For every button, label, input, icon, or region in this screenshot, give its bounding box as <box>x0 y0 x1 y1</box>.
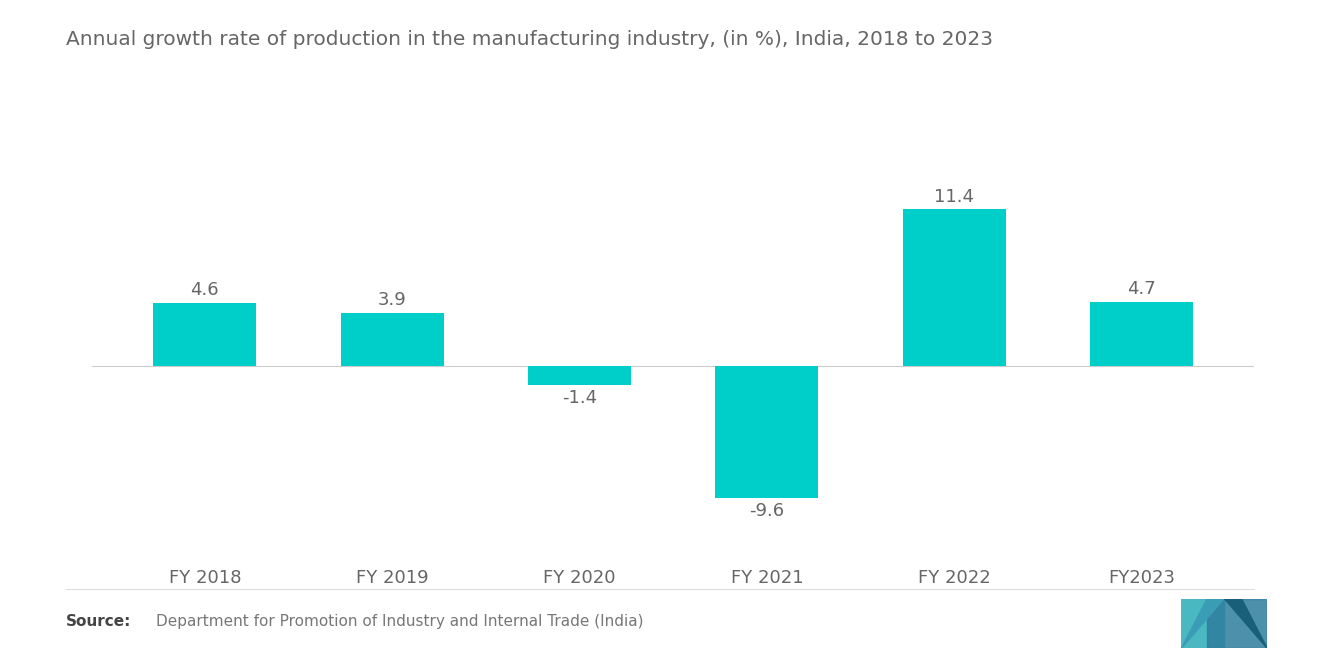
Text: -1.4: -1.4 <box>562 389 597 407</box>
Bar <box>341 313 444 366</box>
Bar <box>715 366 818 498</box>
Text: 3.9: 3.9 <box>378 291 407 309</box>
Text: -9.6: -9.6 <box>750 501 784 520</box>
Text: Annual growth rate of production in the manufacturing industry, (in %), India, 2: Annual growth rate of production in the … <box>66 30 993 49</box>
Bar <box>528 366 631 386</box>
Text: 11.4: 11.4 <box>935 188 974 206</box>
Polygon shape <box>1181 598 1225 648</box>
Bar <box>153 303 256 366</box>
Text: Department for Promotion of Industry and Internal Trade (India): Department for Promotion of Industry and… <box>156 614 643 629</box>
Text: 4.6: 4.6 <box>190 281 219 299</box>
Bar <box>903 209 1006 366</box>
Bar <box>1090 301 1193 366</box>
Polygon shape <box>1181 598 1225 648</box>
Polygon shape <box>1225 598 1267 648</box>
Text: Source:: Source: <box>66 614 132 629</box>
Polygon shape <box>1208 598 1267 648</box>
Text: 4.7: 4.7 <box>1127 280 1156 298</box>
